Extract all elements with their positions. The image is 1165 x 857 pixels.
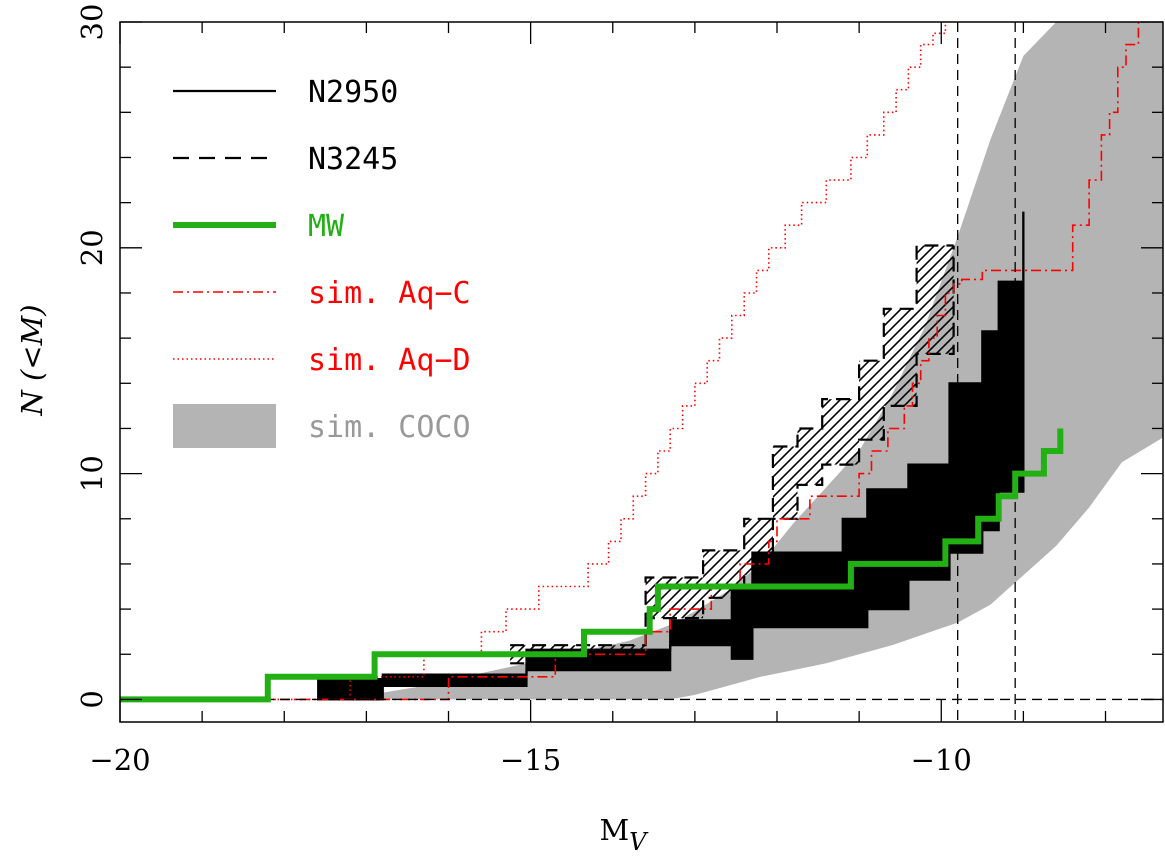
y-axis-label: N (<M) [15, 304, 49, 416]
x-axis-label-subscript: V [629, 828, 649, 856]
y-tick-label: 0 [75, 690, 109, 708]
n3245-band-upper-edge [510, 244, 954, 647]
legend-label-aqd: sim. Aq−D [308, 343, 471, 378]
legend: N2950 N3245 MW sim. Aq−C sim. Aq−D sim. COCO [173, 75, 471, 448]
y-tick-label: 20 [75, 229, 109, 266]
y-tick-label: 10 [75, 455, 109, 492]
plot-area [120, 22, 1163, 722]
plot-frame [119, 21, 1164, 723]
n2950-band-upper-edge [317, 211, 1025, 681]
legend-label-n3245: N3245 [308, 142, 398, 177]
x-tick-label: −20 [89, 743, 150, 777]
x-tick-label: −15 [500, 743, 561, 777]
x-axis-label: MV [599, 813, 649, 856]
n2950-band-lower-edge [317, 433, 1025, 701]
y-tick-label: 30 [75, 4, 109, 41]
legend-label-aqc: sim. Aq−C [308, 276, 471, 311]
aqc-line [120, 22, 1140, 701]
x-tick-label: −10 [911, 743, 972, 777]
legend-swatch-coco [173, 404, 276, 448]
n3245-band-lower-edge [510, 315, 955, 665]
mw-line [120, 428, 1064, 703]
tick-labels: −20 −15 −10 0 10 20 30 [75, 4, 972, 777]
legend-label-coco: sim. COCO [308, 410, 471, 445]
legend-label-n2950: N2950 [308, 75, 398, 110]
legend-label-mw: MW [308, 209, 345, 244]
n3245-band-fill [510, 245, 954, 664]
axes [119, 21, 1164, 723]
n2950-band-fill [317, 211, 1024, 700]
